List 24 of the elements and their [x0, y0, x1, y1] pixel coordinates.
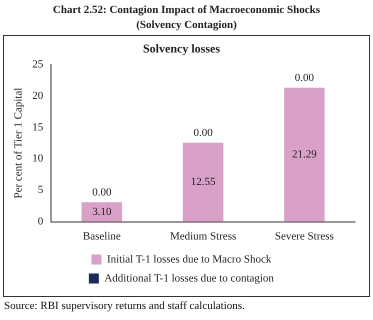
data-label: 0.00 — [294, 72, 314, 84]
y-tick-label: 0 — [38, 216, 44, 228]
y-tick-label: 10 — [32, 152, 44, 165]
chart-subtitle: Solvency losses — [142, 41, 220, 56]
data-label: 21.29 — [292, 148, 318, 161]
y-tick-label: 25 — [32, 58, 44, 70]
chart-title: Chart 2.52: Contagion Impact of Macroeconomic Shocks (Solvency Contagion) — [52, 3, 322, 33]
bar — [182, 142, 224, 222]
data-label: 0.00 — [92, 186, 112, 199]
bar — [284, 88, 325, 222]
data-label: 3.10 — [92, 206, 112, 218]
bar — [82, 202, 122, 222]
y-axis-title: Per cent of Tier 1 Capital — [12, 88, 24, 199]
x-tick-label: Baseline — [82, 230, 121, 242]
y-tick-label: 20 — [32, 90, 44, 102]
data-label: 0.00 — [193, 127, 214, 140]
x-tick-label: Severe Stress — [274, 230, 334, 242]
y-tick-label: 15 — [32, 121, 44, 134]
source-note: Source: RBI supervisory returns and staff calculations. — [4, 300, 246, 312]
legend-label: Initial T-1 losses due to Macro Shock — [106, 253, 272, 266]
data-label: 12.55 — [190, 176, 216, 188]
x-tick-label: Medium Stress — [170, 230, 236, 242]
y-tick-label: 5 — [38, 184, 44, 196]
legend-label: Additional T-1 losses due to contagion — [104, 272, 274, 284]
